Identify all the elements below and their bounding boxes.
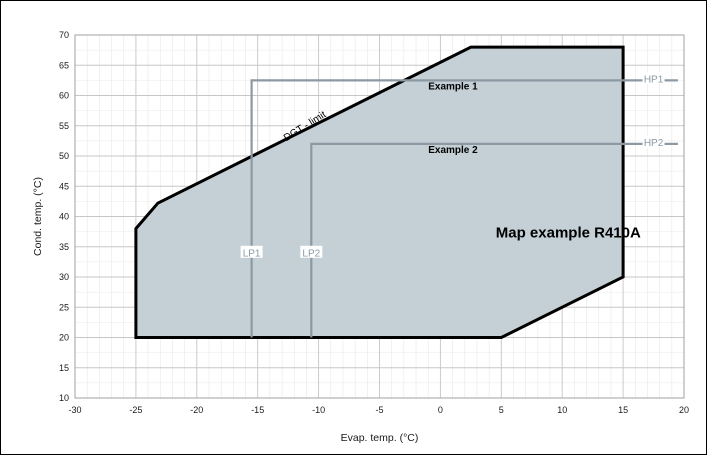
y-tick-label: 55 [59,121,69,131]
x-tick-label: 0 [438,405,443,415]
y-tick-label: 40 [59,212,69,222]
x-tick-label: -30 [68,405,81,415]
guide-label: LP2 [302,248,320,259]
guide-label-background [642,72,665,85]
guide-label: HP1 [644,75,664,86]
x-tick-label: -25 [129,405,142,415]
tick-labels: -30 -25 -20 -15 -10 -5 0 5 10 15 20 10 15 20 25 30 35 40 4… [59,30,689,415]
x-tick-label: -15 [251,405,264,415]
annotation-map-title: Map example R410A [496,225,641,242]
y-tick-label: 30 [59,272,69,282]
y-tick-label: 45 [59,181,69,191]
x-tick-label: 5 [499,405,504,415]
annotation-example-label: Example 2 [428,145,478,156]
x-tick-label: -10 [312,405,325,415]
plot-border [74,34,685,399]
guide-label: HP2 [644,138,664,149]
x-tick-label: 10 [557,405,567,415]
envelope-area [134,45,625,339]
y-tick-label: 70 [59,30,69,40]
annotation-example-label: Example 1 [428,81,478,92]
y-tick-label: 50 [59,151,69,161]
x-tick-label: 15 [618,405,628,415]
y-tick-label: 20 [59,333,69,343]
x-tick-label: -5 [375,405,383,415]
y-tick-label: 10 [59,393,69,403]
guide-label: LP1 [243,248,261,259]
y-tick-label: 15 [59,363,69,373]
y-tick-label: 65 [59,60,69,70]
envelope [134,45,625,339]
x-axis-title: Evap. temp. (°C) [341,432,419,444]
y-tick-label: 35 [59,242,69,252]
y-axis-title: Cond. temp. (°C) [32,177,44,256]
y-tick-label: 60 [59,91,69,101]
guide-label-background [240,245,263,258]
guide-label-background [300,245,323,258]
x-tick-label: -20 [190,405,203,415]
x-tick-label: 20 [679,405,689,415]
guide-label-background [642,135,665,148]
y-tick-label: 25 [59,302,69,312]
